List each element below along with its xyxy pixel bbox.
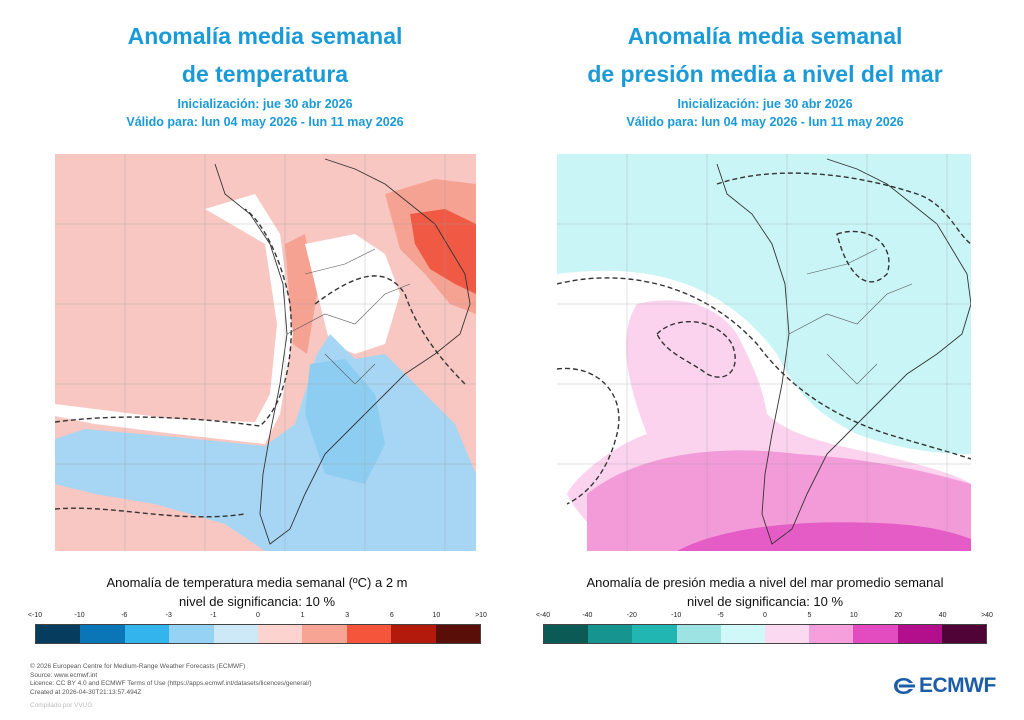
- left-caption-title: Anomalía de temperatura media semanal (º…: [106, 575, 408, 590]
- pressure-contour-3: [557, 367, 620, 505]
- temperature-colorbar-swatch: [124, 625, 170, 643]
- pressure-colorbar-tick-label: -5: [717, 612, 724, 619]
- temperature-colorbar-tick-label: 3: [345, 612, 350, 619]
- pressure-colorbar-tick-label: -40: [582, 612, 593, 619]
- ecmwf-logo: ECMWF: [892, 674, 996, 698]
- left-init-date: Inicialización: jue 30 abr 2026: [177, 97, 353, 111]
- temperature-colorbar-tick-label: -6: [121, 612, 128, 619]
- pressure-colorbar-tick-label: -10: [671, 612, 682, 619]
- temperature-colorbar-swatch: [36, 625, 81, 643]
- temp-neutral-band-west: [55, 194, 293, 444]
- temperature-colorbar-swatch: [169, 625, 214, 643]
- temperature-colorbar-tick-label: 0: [256, 612, 260, 619]
- temperature-colorbar-swatch: [302, 625, 347, 643]
- temperature-colorbar-tick-label: 10: [432, 612, 441, 619]
- footer-credits: © 2026 European Centre for Medium-Range …: [30, 663, 312, 697]
- temp-cold-region-south: [55, 334, 476, 551]
- right-title-line1: Anomalía media semanal: [627, 23, 903, 49]
- footer-compiled: Compilado por VVUG: [30, 702, 93, 709]
- pressure-colorbar-swatch: [676, 625, 721, 643]
- pressure-colorbar-ticks: <-40 -40 -20 -10 -5 0 5 10 20 40 >40: [536, 612, 993, 622]
- pressure-colorbar: <-40 -40 -20 -10 -5 0 5 10 20 40 >40: [536, 612, 993, 646]
- pressure-colorbar-swatch: [853, 625, 898, 643]
- footer-copyright: © 2026 European Centre for Medium-Range …: [30, 663, 246, 670]
- temperature-colorbar-tick-label: -3: [165, 612, 172, 619]
- temp-significance-contour-3: [55, 507, 246, 518]
- temperature-colorbar-swatch: [213, 625, 259, 643]
- pressure-colorbar-tick-label: >40: [981, 612, 993, 619]
- pressure-colorbar-swatch: [720, 625, 766, 643]
- pressure-colorbar-swatch: [632, 625, 677, 643]
- temperature-colorbar-tick-label: -1: [210, 612, 217, 619]
- pressure-anomaly-map: [557, 154, 971, 551]
- pressure-colorbar-swatch: [809, 625, 854, 643]
- temp-warm-strip-andes: [285, 234, 317, 354]
- right-title: Anomalía media semanal de presión media …: [555, 17, 975, 93]
- pressure-colorbar-swatch: [765, 625, 810, 643]
- temperature-colorbar-swatch: [435, 625, 481, 643]
- right-title-line2: de presión media a nivel del mar: [587, 61, 943, 87]
- pressure-colorbar-tick-label: 0: [763, 612, 767, 619]
- pressure-graticule: [557, 154, 971, 551]
- pressure-contour-4: [716, 172, 971, 245]
- temperature-colorbar-tick-label: <-10: [27, 612, 43, 619]
- pressure-colorbar-swatch: [941, 625, 987, 643]
- pressure-contour-5: [836, 230, 890, 283]
- pressure-colorbar-swatch: [897, 625, 942, 643]
- temperature-colorbar-tick-label: >10: [475, 612, 487, 619]
- pressure-colorbar-tick-label: <-40: [535, 612, 551, 619]
- temp-coastline: [214, 158, 471, 545]
- pressure-colorbar-tick-label: 20: [894, 612, 903, 619]
- temperature-colorbar-swatches: [35, 624, 481, 644]
- pressure-contour-2: [656, 320, 736, 378]
- pressure-colorbar-tick-label: 10: [849, 612, 858, 619]
- left-valid-period: Válido para: lun 04 may 2026 - lun 11 ma…: [126, 115, 404, 129]
- temperature-colorbar-tick-label: 1: [300, 612, 305, 619]
- pressure-colorbar-swatch: [544, 625, 589, 643]
- temperature-colorbar-ticks: <-10 -10 -6 -3 -1 0 1 3 6 10 >10: [28, 612, 487, 622]
- temp-hottest-region-ne: [410, 209, 476, 294]
- temperature-colorbar-tick-label: 6: [389, 612, 394, 619]
- right-caption-significance: nivel de significancia: 10 %: [686, 594, 844, 609]
- pressure-colorbar-tick-label: 40: [938, 612, 947, 619]
- ecmwf-logo-icon: [894, 678, 915, 694]
- temp-significance-contour: [55, 208, 292, 427]
- temperature-colorbar-swatch: [346, 625, 392, 643]
- pressure-colorbar-swatches: [543, 624, 987, 644]
- right-valid-period: Válido para: lun 04 may 2026 - lun 11 ma…: [626, 115, 904, 129]
- temperature-colorbar: <-10 -10 -6 -3 -1 0 1 3 6 10 >10: [28, 612, 487, 646]
- footer-created: Created at 2026-04-30T21:13:57.494Z: [30, 688, 142, 696]
- left-caption-significance: nivel de significancia: 10 %: [178, 594, 336, 609]
- temperature-colorbar-swatch: [391, 625, 436, 643]
- pressure-colorbar-tick-label: 5: [807, 612, 812, 619]
- pressure-positive-region-3: [677, 522, 971, 551]
- temp-significance-contour-2: [314, 275, 466, 385]
- pressure-coastline: [716, 158, 971, 545]
- temperature-colorbar-tick-label: -10: [74, 612, 85, 619]
- left-title-line2: de temperatura: [181, 61, 349, 87]
- temperature-anomaly-map: [55, 154, 476, 551]
- right-caption-title: Anomalía de presión media a nivel del ma…: [586, 575, 944, 590]
- footer-licence: Licence: CC BY 4.0 and ECMWF Terms of Us…: [30, 680, 312, 688]
- temperature-colorbar-swatch: [80, 625, 125, 643]
- footer-source: Source: www.ecmwf.int: [30, 671, 98, 679]
- pressure-colorbar-swatch: [588, 625, 633, 643]
- left-title-line1: Anomalía media semanal: [127, 23, 403, 49]
- left-title: Anomalía media semanal de temperatura: [55, 17, 475, 93]
- ecmwf-logo-text: ECMWF: [919, 674, 996, 697]
- temperature-colorbar-swatch: [258, 625, 303, 643]
- right-init-date: Inicialización: jue 30 abr 2026: [677, 97, 853, 111]
- pressure-colorbar-tick-label: -20: [626, 612, 637, 619]
- temp-graticule: [55, 154, 476, 551]
- temp-neutral-area-center: [305, 234, 400, 354]
